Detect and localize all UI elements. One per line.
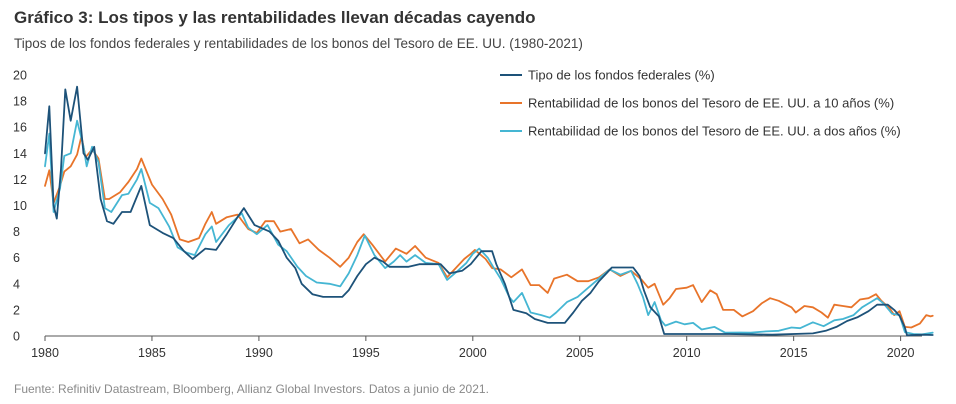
legend-label: Rentabilidad de los bonos del Tesoro de … — [528, 124, 901, 139]
series-line-0 — [44, 85, 934, 337]
chart-title: Gráfico 3: Los tipos y las rentabilidade… — [14, 8, 536, 27]
x-tick-label: 2000 — [459, 346, 487, 360]
y-axis-ticks: 0 2 4 6 8 10 12 14 16 18 20 — [13, 69, 27, 344]
y-tick-label: 8 — [13, 225, 20, 239]
series-line-2 — [44, 119, 934, 336]
y-tick-label: 10 — [13, 199, 27, 213]
x-tick-label: 1990 — [245, 346, 273, 360]
y-tick-label: 12 — [13, 173, 27, 187]
x-tick-label: 2010 — [673, 346, 701, 360]
series-lines — [44, 85, 934, 337]
y-tick-label: 16 — [13, 121, 27, 135]
y-tick-label: 20 — [13, 69, 27, 83]
y-tick-label: 0 — [13, 330, 20, 344]
x-tick-label: 1995 — [352, 346, 380, 360]
x-tick-label: 2020 — [887, 346, 915, 360]
x-axis: 1980 1985 1990 1995 2000 2005 2010 2015 2020 — [31, 335, 922, 360]
x-tick-label: 2015 — [780, 346, 808, 360]
legend-label: Rentabilidad de los bonos del Tesoro de … — [528, 96, 894, 111]
x-tick-label: 2005 — [566, 346, 594, 360]
y-tick-label: 6 — [13, 251, 20, 265]
y-tick-label: 4 — [13, 277, 20, 291]
source-note: Fuente: Refinitiv Datastream, Bloomberg,… — [14, 382, 489, 396]
x-tick-label: 1980 — [31, 346, 59, 360]
chart-subtitle: Tipos de los fondos federales y rentabil… — [14, 36, 583, 51]
y-tick-label: 2 — [13, 303, 20, 317]
legend: Tipo de los fondos federales (%) Rentabil… — [500, 68, 901, 139]
legend-label: Tipo de los fondos federales (%) — [528, 68, 715, 83]
series-line-1 — [44, 135, 934, 329]
y-tick-label: 18 — [13, 95, 27, 109]
x-tick-label: 1985 — [138, 346, 166, 360]
y-tick-label: 14 — [13, 147, 27, 161]
